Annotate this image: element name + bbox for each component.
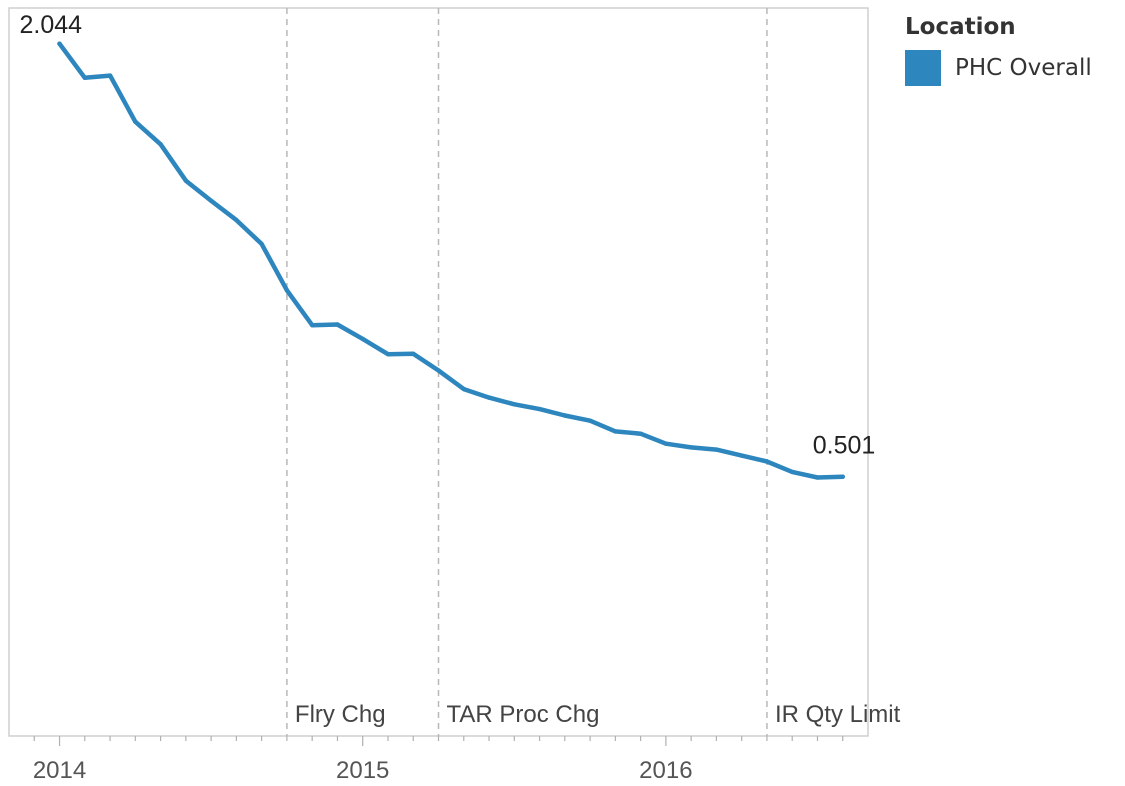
data-point [57, 41, 62, 46]
data-point [208, 198, 214, 203]
x-tick-label: 2016 [639, 757, 692, 784]
data-point [310, 323, 315, 328]
data-point [82, 75, 88, 81]
data-label-start: 2.044 [20, 11, 83, 39]
reference-line-label: IR Qty Limit [775, 701, 901, 728]
data-point [259, 241, 264, 247]
data-point [840, 474, 845, 479]
data-point [158, 142, 163, 147]
data-point [411, 351, 416, 356]
reference-line-label: TAR Proc Chg [447, 701, 600, 728]
data-label-end: 0.501 [813, 432, 876, 460]
legend: Location PHC Overall [905, 14, 1092, 86]
data-point [764, 459, 770, 464]
data-point [537, 406, 542, 412]
data-point [663, 441, 669, 446]
data-point [360, 336, 365, 342]
data-point [461, 386, 466, 392]
legend-title: Location [905, 14, 1016, 40]
data-point [790, 469, 795, 475]
data-point [587, 418, 593, 423]
data-point [638, 431, 643, 436]
series-line [57, 41, 845, 480]
data-point [512, 402, 517, 407]
x-tick-label: 2014 [33, 757, 86, 784]
data-point [486, 395, 492, 400]
data-point [335, 322, 340, 327]
data-point [385, 352, 391, 357]
x-tick-label: 2015 [336, 757, 389, 784]
data-point [714, 447, 719, 452]
data-point [183, 178, 189, 183]
legend-entry-phc-overall[interactable]: PHC Overall [905, 50, 1092, 86]
data-point [613, 429, 618, 434]
data-point [562, 413, 567, 418]
data-point [436, 368, 441, 373]
data-point [284, 288, 290, 293]
data-point [739, 453, 744, 458]
data-point [688, 445, 694, 450]
reference-line-label: Flry Chg [295, 701, 386, 728]
data-point [133, 119, 138, 124]
data-point [815, 475, 820, 480]
legend-swatch [905, 50, 941, 86]
data-point [234, 217, 239, 223]
legend-label: PHC Overall [955, 55, 1092, 81]
data-point [107, 73, 113, 78]
